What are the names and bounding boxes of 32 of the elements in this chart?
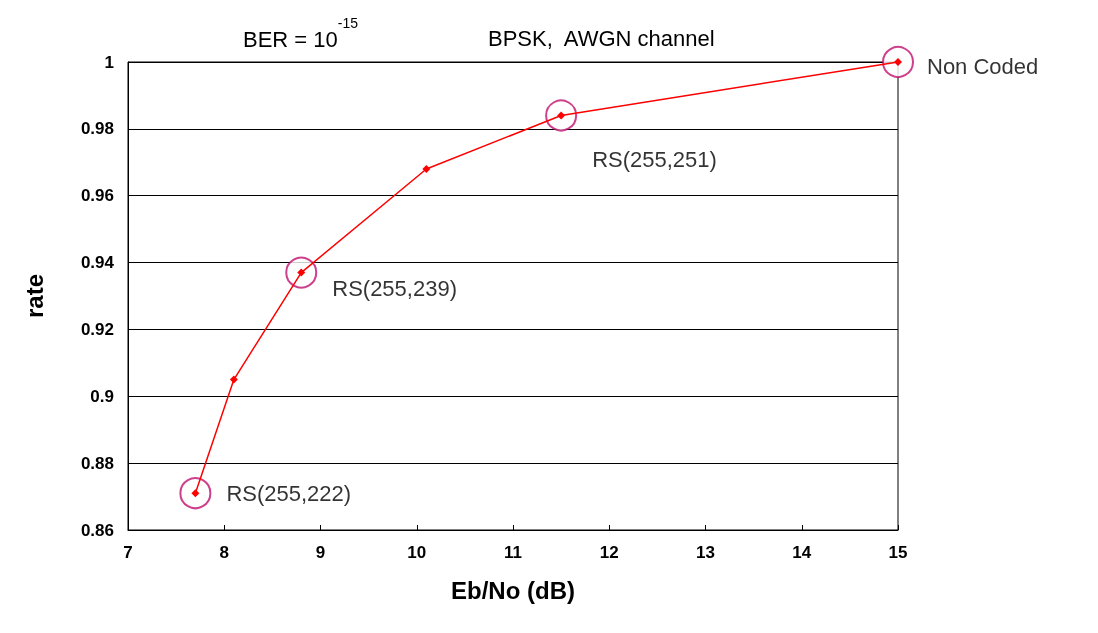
point bbox=[894, 58, 902, 66]
point bbox=[229, 375, 238, 384]
y-tick-label: 0.96 bbox=[80, 186, 114, 206]
y-axis-title: rate bbox=[20, 273, 48, 319]
x-tick-label: 10 bbox=[407, 543, 427, 562]
annotation: RS(255,222) bbox=[226, 480, 352, 506]
x-tick-label: 8 bbox=[219, 543, 229, 562]
y-tick-label: 0.9 bbox=[90, 386, 114, 406]
x-tick-label: 13 bbox=[696, 543, 715, 562]
point bbox=[285, 256, 318, 289]
x-tick-label: 7 bbox=[123, 543, 133, 562]
x-tick-label: 14 bbox=[792, 543, 812, 562]
y-tick-label: 0.86 bbox=[80, 520, 114, 540]
x-axis-title: Eb/No (dB) bbox=[451, 576, 575, 604]
x-tick-label: 11 bbox=[504, 543, 522, 562]
annotation: RS(255,239) bbox=[332, 276, 457, 302]
point bbox=[179, 477, 212, 510]
annotation: Non Coded bbox=[927, 53, 1039, 79]
y-tick-label: 1 bbox=[104, 52, 114, 72]
y-tick-label: 0.92 bbox=[80, 319, 114, 339]
point bbox=[882, 46, 914, 78]
point bbox=[545, 99, 578, 132]
annotation: RS(255,251) bbox=[592, 146, 717, 172]
chart-title: BPSK, AWGN channel bbox=[488, 25, 715, 51]
y-tick-label: 0.88 bbox=[80, 453, 114, 473]
point bbox=[422, 164, 431, 173]
x-tick-label: 12 bbox=[599, 543, 619, 562]
x-tick-label: 15 bbox=[888, 543, 908, 562]
y-tick-label: 0.98 bbox=[80, 119, 114, 139]
y-tick-label: 0.94 bbox=[80, 253, 115, 273]
x-tick-label: 9 bbox=[315, 543, 326, 562]
text: BER = 10-15 bbox=[243, 15, 359, 52]
